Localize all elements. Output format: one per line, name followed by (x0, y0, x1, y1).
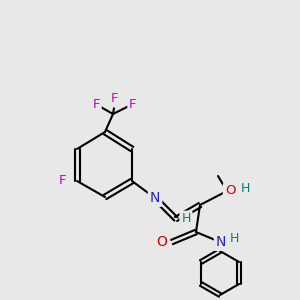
Text: N: N (216, 235, 226, 249)
Text: N: N (150, 191, 160, 205)
Text: H: H (181, 212, 191, 226)
Text: F: F (92, 98, 100, 110)
Text: O: O (225, 184, 235, 197)
Text: O: O (157, 235, 167, 249)
Text: F: F (129, 98, 137, 110)
Text: H: H (229, 232, 239, 244)
Text: H: H (240, 182, 250, 194)
Text: F: F (111, 92, 119, 106)
Text: F: F (59, 175, 67, 188)
